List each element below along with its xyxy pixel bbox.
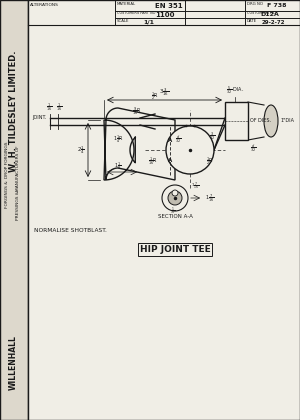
Text: $\frac{1}{16}$: $\frac{1}{16}$ — [170, 206, 176, 217]
Text: $1\frac{7}{16}$: $1\frac{7}{16}$ — [191, 181, 199, 192]
Text: CUSTOMERS PART NO: CUSTOMERS PART NO — [117, 11, 155, 15]
Text: $\frac{1}{2}$R: $\frac{1}{2}$R — [151, 90, 159, 102]
Text: 29-2-72: 29-2-72 — [262, 20, 286, 25]
Bar — [225, 102, 248, 140]
Text: SECTION A-A: SECTION A-A — [158, 214, 192, 219]
Text: MATERIAL: MATERIAL — [117, 2, 136, 6]
Polygon shape — [104, 108, 175, 180]
Text: $3\frac{3}{16}$: $3\frac{3}{16}$ — [159, 86, 170, 98]
Text: $\frac{d}{32}$: $\frac{d}{32}$ — [250, 142, 256, 154]
Text: PRESSINGS &c: PRESSINGS &c — [16, 188, 20, 220]
Bar — [0, 0, 28, 420]
Text: 1100: 1100 — [155, 12, 175, 18]
Text: NORMALISE SHOTBLAST.: NORMALISE SHOTBLAST. — [34, 228, 107, 233]
Text: DROP FORGINGS: DROP FORGINGS — [5, 142, 9, 178]
Text: OF DIES.: OF DIES. — [250, 118, 271, 123]
Circle shape — [172, 190, 178, 196]
Text: W. H. TILDESLEY LIMITED.: W. H. TILDESLEY LIMITED. — [8, 50, 17, 171]
Text: HIP JOINT TEE: HIP JOINT TEE — [140, 245, 210, 254]
Text: CUSTOMERS NO: CUSTOMERS NO — [247, 11, 276, 15]
Text: JOINT.: JOINT. — [32, 116, 46, 121]
Text: 1"DIA: 1"DIA — [280, 118, 294, 123]
Ellipse shape — [264, 105, 278, 137]
Text: A: A — [168, 158, 172, 163]
Text: DRG NO: DRG NO — [247, 2, 263, 6]
Text: $\frac{1}{16}$: $\frac{1}{16}$ — [46, 102, 52, 113]
Text: D12A: D12A — [260, 12, 279, 17]
Text: $\frac{1}{16}$: $\frac{1}{16}$ — [56, 102, 62, 113]
Text: WILLENHALL: WILLENHALL — [8, 335, 17, 390]
Text: $1\frac{1}{8}$: $1\frac{1}{8}$ — [114, 160, 122, 172]
Text: $\frac{5}{32}$ DIA.: $\frac{5}{32}$ DIA. — [226, 84, 244, 96]
Text: $\frac{9}{16}$R: $\frac{9}{16}$R — [132, 105, 142, 117]
Text: SCALE: SCALE — [117, 19, 130, 23]
Text: EN 351: EN 351 — [155, 3, 183, 9]
Text: $\frac{d}{32}$: $\frac{d}{32}$ — [175, 134, 181, 145]
Circle shape — [162, 185, 188, 211]
Text: $1\frac{7}{16}$: $1\frac{7}{16}$ — [205, 192, 214, 204]
Text: $1\frac{1}{4}$R: $1\frac{1}{4}$R — [113, 134, 124, 145]
Text: $\frac{3}{32}$: $\frac{3}{32}$ — [209, 131, 215, 142]
Text: DATE: DATE — [247, 19, 257, 23]
Text: $\frac{1}{2}$R: $\frac{1}{2}$R — [206, 155, 214, 166]
Circle shape — [166, 126, 214, 174]
Text: $\frac{1}{16}$R: $\frac{1}{16}$R — [148, 155, 158, 166]
Text: ALTERATIONS: ALTERATIONS — [30, 3, 59, 7]
Text: F 738: F 738 — [267, 3, 286, 8]
Text: MANUFACTURERS OF: MANUFACTURERS OF — [16, 145, 20, 191]
Text: $2\frac{1}{4}$: $2\frac{1}{4}$ — [77, 144, 85, 156]
Text: FORGINGS &: FORGINGS & — [5, 180, 9, 207]
Text: A: A — [168, 137, 172, 142]
Circle shape — [168, 191, 182, 205]
Text: 1/1: 1/1 — [143, 20, 154, 25]
